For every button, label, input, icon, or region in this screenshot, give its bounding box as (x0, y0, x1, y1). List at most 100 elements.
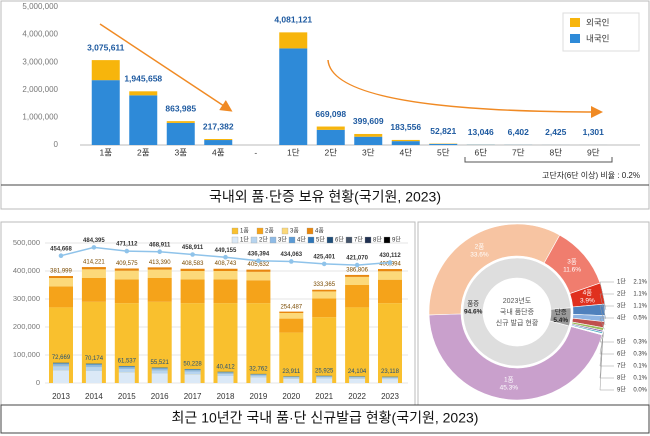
legend-label: 3품 (290, 228, 299, 235)
bar-segment (213, 303, 238, 383)
y-tick-label: 0 (36, 378, 40, 387)
bar-segment (85, 367, 102, 371)
legend-swatch (269, 236, 277, 244)
bar-segment (91, 60, 120, 81)
bar-segment (391, 141, 420, 145)
bar-segment (250, 374, 267, 376)
y-tick-label: 1,000,000 (22, 113, 58, 122)
bar-segment (312, 289, 337, 292)
y-tick-label: 5,000,000 (22, 2, 58, 11)
bar-segment (151, 367, 168, 369)
x-tick-label: 2019 (250, 392, 268, 401)
bar-segment (345, 276, 370, 285)
y-tick-label: 3,000,000 (22, 57, 58, 66)
legend-label: 3단 (278, 236, 287, 244)
slice-label: 1단 (617, 278, 626, 286)
leader-line (599, 281, 614, 310)
value-label: 468,911 (149, 242, 171, 248)
slice-value: 1.1% (633, 304, 647, 310)
value-label: 217,382 (203, 121, 234, 131)
value-label: 409,575 (116, 261, 138, 267)
bar-segment (250, 375, 267, 378)
trend-arrow (99, 23, 233, 112)
slice-label: 2품 (475, 242, 485, 250)
bar-segment (53, 366, 69, 371)
bar-segment (349, 377, 366, 379)
value-label: 333,365 (313, 282, 335, 288)
x-tick-label: 4품 (212, 147, 225, 157)
bar-segment (279, 48, 308, 145)
value-label: 484,395 (83, 238, 105, 244)
legend-swatch (364, 236, 372, 244)
bar-segment (118, 372, 135, 383)
bar-segment (147, 278, 172, 302)
bar-segment (118, 366, 135, 368)
value-label: 421,070 (346, 256, 368, 262)
bar-segment (316, 129, 345, 145)
legend-swatch (307, 236, 315, 244)
bar-segment (53, 363, 69, 365)
x-tick-label: 2018 (217, 392, 235, 401)
value-label: 471,112 (116, 242, 138, 248)
caption-frame (0, 404, 650, 434)
bar-segment (81, 278, 106, 302)
slice-label: 4품 (583, 289, 593, 297)
inner-value: 94.6% (464, 309, 483, 316)
slice-value: 33.6% (470, 251, 489, 258)
value-label: 4,081,121 (274, 15, 312, 25)
x-tick-label: 8단 (549, 147, 562, 157)
legend-label: 내국인 (586, 33, 609, 43)
bar-segment (378, 271, 402, 280)
bar-segment (312, 298, 337, 318)
x-tick-label: 2품 (137, 147, 150, 157)
value-label: 3,075,611 (87, 42, 125, 52)
x-tick-label: 6단 (474, 147, 487, 157)
bar-segment (184, 371, 201, 375)
center-title: 2023년도 (503, 296, 532, 305)
bar-segment (204, 140, 233, 145)
bar-segment (151, 368, 168, 371)
x-tick-label: 2017 (184, 392, 202, 401)
bar-segment (180, 271, 205, 280)
bar-segment (81, 267, 106, 270)
donut-slice (462, 257, 572, 367)
slice-value: 2.1% (633, 280, 647, 286)
value-label: 449,155 (215, 248, 237, 254)
value-label: 23,911 (282, 369, 301, 375)
bar-segment (279, 318, 304, 333)
center-title: 신규 발급 현황 (496, 318, 539, 327)
x-tick-label: 2014 (85, 392, 103, 401)
legend-label: 2품 (265, 228, 274, 235)
value-label: 399,609 (353, 116, 384, 126)
bar-segment (217, 376, 234, 383)
line-point (256, 258, 261, 264)
bar-segment (180, 268, 205, 271)
bar-segment (129, 91, 158, 96)
bar-segment (118, 369, 135, 373)
y-tick-label: 4,000,000 (22, 30, 58, 39)
y-tick-label: 0 (54, 140, 59, 149)
line-point (91, 245, 97, 250)
x-tick-label: 2013 (52, 392, 70, 401)
bar-segment (53, 370, 69, 383)
x-tick-label: 2021 (315, 392, 333, 401)
bar-segment (151, 373, 168, 383)
bar-segment (279, 311, 304, 313)
bar-segment (114, 279, 139, 304)
y-tick-label: 200,000 (13, 322, 40, 331)
legend-swatch (256, 227, 264, 235)
value-label: 50,228 (183, 362, 202, 368)
bar-segment (382, 379, 398, 383)
y-tick-label: 2,000,000 (22, 85, 58, 94)
bar-segment (129, 95, 158, 145)
legend-swatch (250, 236, 258, 244)
x-tick-label: 1단 (287, 147, 300, 157)
x-tick-label: 2020 (282, 392, 300, 401)
x-tick-label: 2023 (381, 392, 399, 401)
legend-label: 1품 (240, 228, 249, 235)
bar-segment (49, 278, 73, 287)
legend-swatch (281, 227, 289, 235)
legend-swatch (383, 236, 391, 244)
value-label: 6,402 (508, 127, 530, 137)
donut-slice (428, 223, 561, 316)
